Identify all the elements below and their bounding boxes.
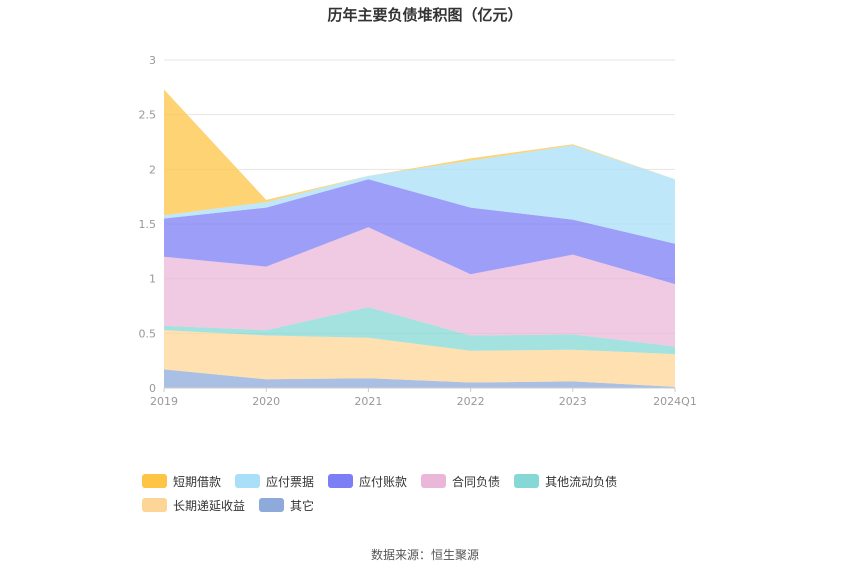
legend-item[interactable]: 合同负债 (421, 473, 500, 489)
legend-label: 其它 (290, 498, 315, 513)
y-tick-label: 0 (149, 382, 156, 395)
legend: 短期借款 应付票据 应付账款 合同负债 其他流动负债长期递延收益 其它 (142, 473, 742, 521)
y-tick-label: 3 (149, 54, 156, 67)
legend-swatch (142, 474, 167, 488)
stacked-area-chart: 历年主要负债堆积图（亿元） 0 0.5 1 1.5 2 2.5 3 2019 2020 2021 2… (139, 6, 697, 408)
area-短期借款 (164, 89, 675, 216)
chart-title: 历年主要负债堆积图（亿元） (327, 6, 522, 24)
legend-swatch (142, 498, 167, 512)
x-tick-label: 2024Q1 (653, 395, 697, 408)
data-source: 数据来源：恒生聚源 (370, 548, 479, 562)
legend-item[interactable]: 短期借款 (142, 473, 221, 489)
legend-swatch (328, 474, 354, 488)
x-tick-label: 2020 (252, 395, 280, 408)
legend-item[interactable]: 其它 (259, 497, 314, 513)
y-tick-label: 1 (149, 273, 156, 286)
area-series (164, 89, 675, 388)
legend-swatch (421, 474, 447, 488)
legend-label: 其他流动负债 (545, 474, 618, 489)
area-应付票据 (164, 145, 675, 244)
legend-label: 短期借款 (173, 474, 222, 489)
legend-label: 应付账款 (359, 474, 408, 489)
legend-swatch (514, 474, 540, 488)
legend-label: 应付票据 (266, 474, 315, 489)
axes: 0 0.5 1 1.5 2 2.5 3 2019 2020 2021 2022 2023 2024Q1 (139, 54, 697, 408)
y-tick-label: 2.5 (139, 109, 157, 122)
legend-label: 合同负债 (452, 474, 501, 489)
legend-swatch (259, 498, 285, 512)
area-长期递延收益 (164, 330, 675, 387)
area-其他流动负债 (164, 307, 675, 355)
x-tick-label: 2023 (559, 395, 587, 408)
area-合同负债 (164, 227, 675, 347)
area-其它 (164, 369, 675, 388)
legend-item[interactable]: 应付账款 (328, 473, 407, 489)
x-tick-label: 2019 (150, 395, 178, 408)
legend-label: 长期递延收益 (173, 498, 246, 513)
x-tick-label: 2021 (354, 395, 382, 408)
y-tick-label: 0.5 (139, 327, 157, 340)
y-tick-label: 1.5 (139, 218, 157, 231)
legend-item[interactable]: 长期递延收益 (142, 497, 245, 513)
area-应付账款 (164, 179, 675, 285)
legend-item[interactable]: 其他流动负债 (514, 473, 617, 489)
x-tick-label: 2022 (457, 395, 485, 408)
legend-item[interactable]: 应付票据 (235, 473, 314, 489)
legend-swatch (235, 474, 261, 488)
y-tick-label: 2 (149, 163, 156, 176)
